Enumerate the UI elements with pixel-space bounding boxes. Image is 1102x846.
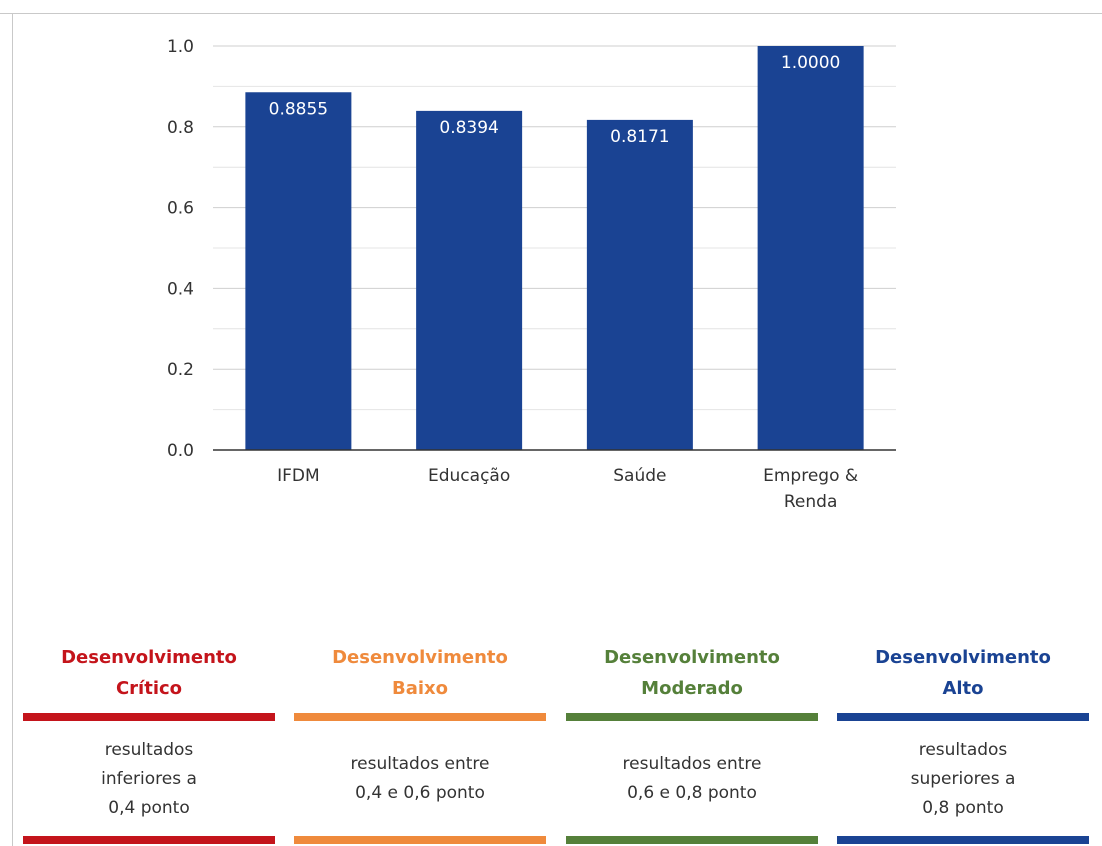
legend-critical-bar-top — [23, 713, 275, 721]
legend-moderate-bar-top — [566, 713, 818, 721]
x-tick-label: Renda — [784, 492, 838, 512]
y-tick-label: 0.0 — [167, 441, 194, 461]
legend-critical-description: resultados inferiores a 0,4 ponto — [23, 727, 275, 831]
bar-2 — [416, 110, 523, 451]
legend-critical: Desenvolvimento Crítico resultados infer… — [23, 630, 275, 846]
legend-low-bar-top — [294, 713, 546, 721]
legend-moderate: Desenvolvimento Moderado resultados entr… — [566, 630, 818, 846]
legend-critical-desc-line-3: 0,4 ponto — [108, 797, 190, 818]
legend-low-desc-line-2: 0,4 e 0,6 ponto — [355, 783, 485, 803]
legend-low-desc-line-1: resultados entre — [350, 754, 490, 774]
development-legend: Desenvolvimento Crítico resultados infer… — [0, 630, 1102, 846]
y-tick-label: 1.0 — [167, 37, 194, 57]
legend-low-description: resultados entre 0,4 e 0,6 ponto — [294, 727, 546, 831]
y-tick-label: 0.6 — [167, 199, 194, 219]
legend-low-title: Desenvolvimento Baixo — [294, 642, 546, 704]
x-tick-label: IFDM — [277, 466, 320, 486]
legend-high-title-line-1: Desenvolvimento — [875, 647, 1051, 668]
y-tick-label: 0.4 — [167, 279, 194, 299]
legend-moderate-bar-bottom — [566, 836, 818, 844]
legend-low-title-line-1: Desenvolvimento — [332, 647, 508, 668]
legend-low-bar-bottom — [294, 836, 546, 844]
legend-moderate-desc-line-1: resultados entre — [622, 754, 762, 774]
legend-moderate-description: resultados entre 0,6 e 0,8 ponto — [566, 727, 818, 831]
data-label: 0.8171 — [610, 127, 669, 147]
y-tick-label: 0.8 — [167, 118, 194, 138]
x-tick-label: Emprego & — [763, 466, 858, 486]
legend-moderate-title: Desenvolvimento Moderado — [566, 642, 818, 704]
legend-moderate-title-line-2: Moderado — [641, 678, 743, 699]
data-label: 0.8394 — [439, 118, 498, 138]
legend-moderate-title-line-1: Desenvolvimento — [604, 647, 780, 668]
bar-3 — [586, 119, 693, 450]
legend-high: Desenvolvimento Alto resultados superior… — [837, 630, 1089, 846]
legend-critical-desc-line-1: resultados — [104, 739, 194, 760]
legend-critical-title-line-2: Crítico — [115, 678, 183, 699]
legend-critical-title: Desenvolvimento Crítico — [23, 642, 275, 704]
legend-moderate-desc-line-2: 0,6 e 0,8 ponto — [627, 783, 757, 803]
bar-chart: 0.0 0.2 0.4 0.6 0.8 1.0 0.8855 IFDM 0.8394 Educaç… — [167, 37, 896, 512]
legend-high-description: resultados superiores a 0,8 ponto — [837, 727, 1089, 831]
legend-high-bar-top — [837, 713, 1089, 721]
frame-top-border — [0, 13, 1102, 14]
legend-critical-bar-bottom — [23, 836, 275, 844]
x-tick-label: Saúde — [613, 466, 666, 486]
bar-1 — [245, 92, 352, 451]
legend-low: Desenvolvimento Baixo resultados entre 0… — [294, 630, 546, 846]
data-label: 0.8855 — [269, 99, 328, 119]
bar-4 — [757, 46, 864, 450]
legend-high-desc-line-1: resultados — [918, 739, 1008, 760]
x-tick-label: Educação — [428, 466, 510, 486]
frame-left-border — [12, 13, 13, 846]
legend-high-title: Desenvolvimento Alto — [837, 642, 1089, 704]
legend-high-bar-bottom — [837, 836, 1089, 844]
y-tick-label: 0.2 — [167, 360, 194, 380]
legend-critical-desc-line-2: inferiores a — [101, 768, 197, 789]
legend-high-desc-line-3: 0,8 ponto — [922, 797, 1004, 818]
legend-high-desc-line-2: superiores a — [910, 768, 1016, 789]
legend-high-title-line-2: Alto — [942, 678, 984, 699]
legend-low-title-line-2: Baixo — [391, 678, 448, 699]
data-label: 1.0000 — [781, 53, 840, 73]
legend-critical-title-line-1: Desenvolvimento — [61, 647, 237, 668]
